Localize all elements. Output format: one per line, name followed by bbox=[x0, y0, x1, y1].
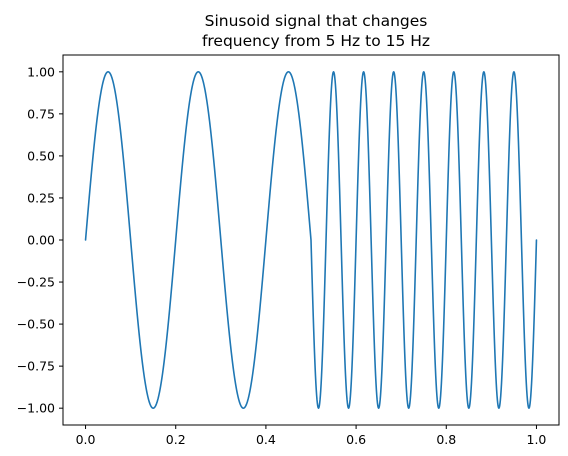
y-tick-label: −0.25 bbox=[17, 275, 55, 290]
x-axis: 0.0 0.2 0.4 0.6 0.8 1.0 bbox=[76, 425, 547, 447]
plot-area bbox=[84, 71, 538, 409]
y-tick-label: 1.00 bbox=[27, 64, 55, 79]
y-tick-label: 0.75 bbox=[27, 106, 55, 121]
series-line-0 bbox=[84, 71, 538, 409]
y-tick-label: 0.50 bbox=[27, 148, 55, 163]
chart-title-line-1: Sinusoid signal that changes bbox=[205, 12, 428, 30]
y-tick-label: 0.25 bbox=[27, 190, 55, 205]
y-tick-label: −1.00 bbox=[17, 401, 55, 416]
x-tick-label: 0.8 bbox=[436, 432, 456, 447]
y-tick-label: 0.00 bbox=[27, 233, 55, 248]
y-axis: 1.00 0.75 0.50 0.25 0.00 −0.25 −0.50 −0.75 −1.00 bbox=[17, 64, 63, 416]
chart-title-line-2: frequency from 5 Hz to 15 Hz bbox=[202, 32, 430, 50]
x-tick-label: 0.0 bbox=[76, 432, 96, 447]
y-tick-label: −0.75 bbox=[17, 359, 55, 374]
y-tick-label: −0.50 bbox=[17, 317, 55, 332]
x-tick-label: 0.2 bbox=[166, 432, 186, 447]
x-tick-label: 0.6 bbox=[346, 432, 366, 447]
x-tick-label: 1.0 bbox=[527, 432, 547, 447]
x-tick-label: 0.4 bbox=[256, 432, 276, 447]
